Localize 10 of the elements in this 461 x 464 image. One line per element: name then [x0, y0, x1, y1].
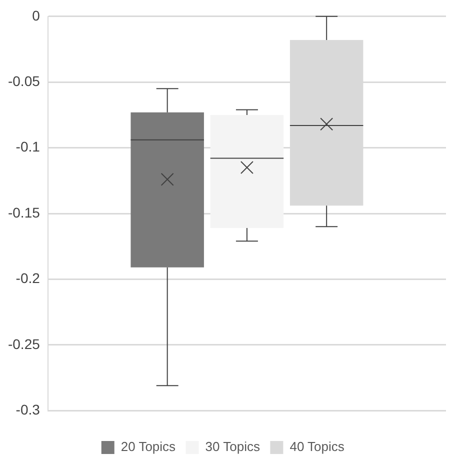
legend-label: 30 Topics — [205, 439, 260, 454]
y-tick-label: -0.2 — [16, 270, 40, 286]
y-tick-label: -0.3 — [16, 401, 40, 418]
legend-label: 40 Topics — [290, 439, 345, 454]
legend-label: 20 Topics — [120, 439, 176, 454]
y-tick-label: -0.1 — [16, 138, 40, 155]
y-tick-label: -0.25 — [8, 336, 40, 352]
y-tick-label: -0.05 — [8, 72, 40, 89]
y-tick-label: -0.15 — [8, 204, 40, 220]
y-tick-label: 0 — [32, 7, 40, 24]
